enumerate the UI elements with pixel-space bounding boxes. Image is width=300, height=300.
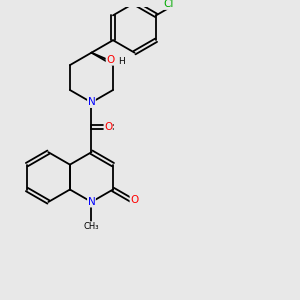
- Text: O: O: [104, 122, 112, 132]
- Text: O: O: [130, 195, 138, 205]
- Text: H: H: [118, 57, 124, 66]
- Text: CH₃: CH₃: [84, 222, 99, 231]
- Text: O: O: [106, 55, 115, 65]
- Text: N: N: [88, 197, 95, 207]
- Text: N: N: [88, 98, 95, 107]
- Text: Cl: Cl: [164, 0, 174, 9]
